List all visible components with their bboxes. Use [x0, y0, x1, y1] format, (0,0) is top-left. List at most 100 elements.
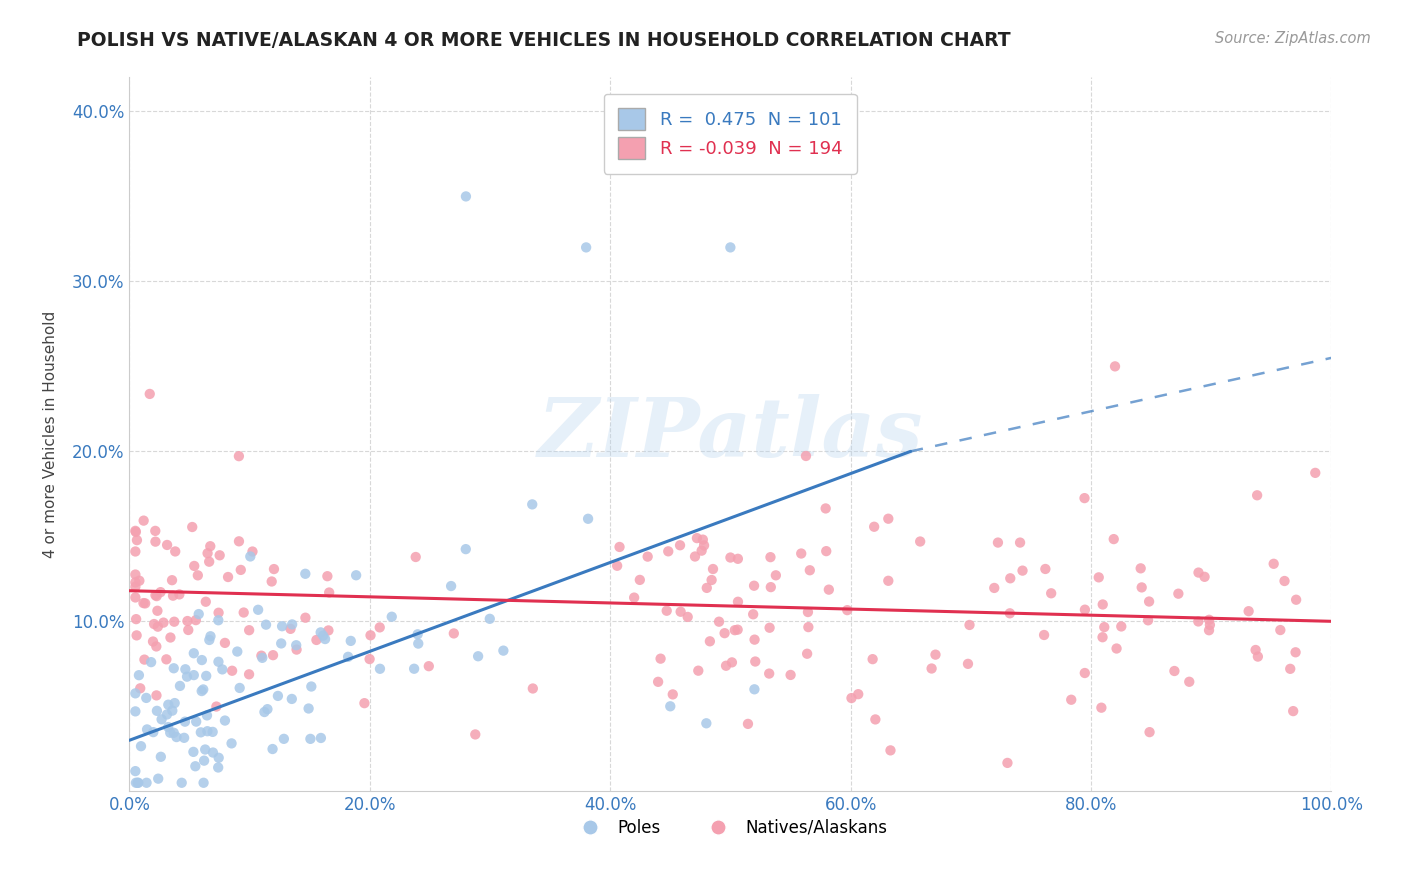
Point: [159, 726, 181, 740]
Point: [260, 574, 283, 589]
Point: [696, 581, 718, 595]
Point: [127, 776, 149, 790]
Point: [1263, 557, 1285, 571]
Point: [201, 725, 224, 739]
Point: [162, 704, 184, 718]
Point: [1090, 700, 1112, 714]
Point: [270, 636, 292, 650]
Point: [818, 582, 841, 597]
Point: [655, 604, 678, 618]
Point: [318, 585, 340, 599]
Point: [794, 449, 817, 463]
Text: ZIPatlas: ZIPatlas: [537, 394, 924, 475]
Point: [262, 648, 284, 663]
Point: [155, 652, 177, 666]
Point: [316, 569, 339, 583]
Point: [865, 713, 887, 727]
Point: [467, 649, 489, 664]
Point: [406, 627, 429, 641]
Point: [1167, 587, 1189, 601]
Point: [924, 648, 946, 662]
Point: [522, 681, 544, 696]
Point: [226, 644, 249, 658]
Point: [1284, 645, 1306, 659]
Point: [686, 531, 709, 545]
Point: [143, 524, 166, 538]
Point: [157, 720, 180, 734]
Point: [418, 659, 440, 673]
Point: [166, 730, 188, 744]
Point: [758, 621, 780, 635]
Point: [1040, 586, 1063, 600]
Legend: Poles, Natives/Alaskans: Poles, Natives/Alaskans: [567, 813, 894, 844]
Point: [177, 623, 200, 637]
Point: [693, 538, 716, 552]
Point: [609, 540, 631, 554]
Point: [294, 566, 316, 581]
Point: [1274, 574, 1296, 588]
Point: [647, 674, 669, 689]
Point: [314, 632, 336, 646]
Point: [758, 666, 780, 681]
Point: [727, 595, 749, 609]
Point: [124, 524, 146, 538]
Point: [659, 699, 682, 714]
Point: [211, 662, 233, 676]
Point: [125, 524, 148, 539]
Point: [228, 534, 250, 549]
Point: [232, 606, 254, 620]
Point: [702, 562, 724, 576]
Point: [229, 563, 252, 577]
Point: [742, 579, 765, 593]
Point: [1247, 649, 1270, 664]
Point: [281, 692, 304, 706]
Point: [1137, 594, 1160, 608]
Point: [790, 547, 813, 561]
Point: [163, 726, 186, 740]
Point: [623, 591, 645, 605]
Point: [299, 680, 322, 694]
Point: [162, 589, 184, 603]
Point: [759, 550, 782, 565]
Point: [492, 643, 515, 657]
Point: [125, 533, 148, 548]
Point: [184, 613, 207, 627]
Point: [1139, 725, 1161, 739]
Point: [228, 681, 250, 695]
Point: [575, 240, 598, 254]
Point: [1198, 624, 1220, 638]
Point: [124, 544, 146, 558]
Point: [165, 544, 187, 558]
Point: [1244, 643, 1267, 657]
Point: [135, 690, 157, 705]
Point: [128, 574, 150, 588]
Point: [134, 596, 156, 610]
Point: [353, 696, 375, 710]
Point: [1087, 570, 1109, 584]
Point: [267, 689, 290, 703]
Point: [194, 742, 217, 756]
Point: [200, 539, 222, 553]
Point: [294, 610, 316, 624]
Point: [145, 588, 167, 602]
Point: [181, 520, 204, 534]
Point: [661, 687, 683, 701]
Point: [194, 595, 217, 609]
Point: [253, 705, 276, 719]
Point: [143, 617, 166, 632]
Point: [198, 555, 221, 569]
Point: [998, 607, 1021, 621]
Point: [695, 716, 717, 731]
Point: [195, 724, 218, 739]
Point: [1091, 598, 1114, 612]
Point: [200, 629, 222, 643]
Point: [690, 543, 713, 558]
Point: [214, 636, 236, 650]
Point: [242, 544, 264, 558]
Point: [273, 731, 295, 746]
Point: [862, 652, 884, 666]
Point: [207, 606, 229, 620]
Point: [737, 717, 759, 731]
Point: [187, 607, 209, 621]
Point: [1237, 604, 1260, 618]
